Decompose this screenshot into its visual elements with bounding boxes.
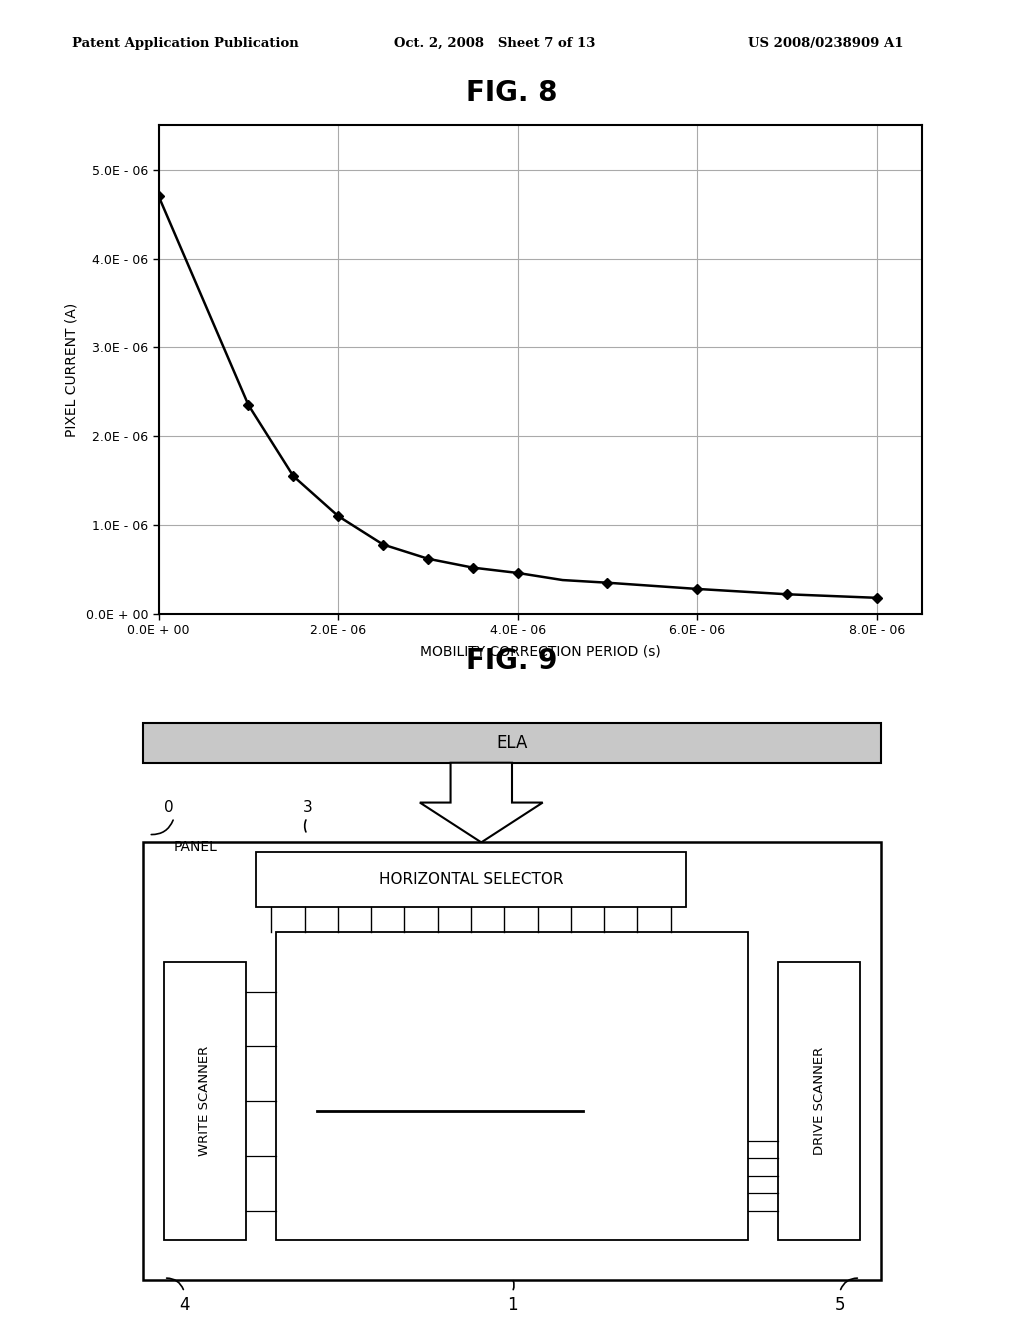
Text: FIG. 8: FIG. 8 bbox=[466, 79, 558, 107]
Text: DRIVE SCANNER: DRIVE SCANNER bbox=[813, 1047, 825, 1155]
Bar bbox=[164, 962, 246, 1241]
Text: Patent Application Publication: Patent Application Publication bbox=[72, 37, 298, 50]
Text: ELA: ELA bbox=[497, 734, 527, 752]
Bar bbox=[143, 842, 881, 1280]
Text: 3: 3 bbox=[302, 800, 312, 814]
Text: 4: 4 bbox=[179, 1296, 189, 1315]
X-axis label: MOBILITY CORRECTION PERIOD (s): MOBILITY CORRECTION PERIOD (s) bbox=[420, 644, 660, 659]
Text: 1: 1 bbox=[507, 1296, 517, 1315]
Text: Oct. 2, 2008   Sheet 7 of 13: Oct. 2, 2008 Sheet 7 of 13 bbox=[394, 37, 596, 50]
Text: WRITE SCANNER: WRITE SCANNER bbox=[199, 1045, 211, 1156]
Bar bbox=[143, 723, 881, 763]
Bar bbox=[256, 853, 686, 907]
Text: US 2008/0238909 A1: US 2008/0238909 A1 bbox=[748, 37, 903, 50]
Text: 5: 5 bbox=[835, 1296, 845, 1315]
Text: PANEL: PANEL bbox=[174, 841, 218, 854]
Text: 0: 0 bbox=[164, 800, 174, 814]
Bar bbox=[276, 932, 748, 1241]
Polygon shape bbox=[420, 763, 543, 842]
Text: HORIZONTAL SELECTOR: HORIZONTAL SELECTOR bbox=[379, 873, 563, 887]
Y-axis label: PIXEL CURRENT (A): PIXEL CURRENT (A) bbox=[65, 302, 79, 437]
Bar bbox=[778, 962, 860, 1241]
Text: FIG. 9: FIG. 9 bbox=[466, 647, 558, 675]
